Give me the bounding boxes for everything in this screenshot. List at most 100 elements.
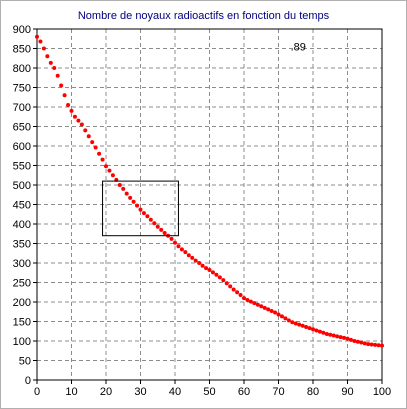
y-tick-label: 900 (13, 24, 31, 36)
data-point (235, 290, 240, 295)
data-point (83, 128, 88, 133)
x-tick-label: 10 (65, 386, 77, 398)
data-point (286, 318, 291, 323)
data-point (328, 332, 333, 337)
y-tick-label: 600 (13, 141, 31, 153)
y-tick-label: 400 (13, 219, 31, 231)
y-tick-label: 0 (25, 375, 31, 387)
data-point (135, 203, 140, 208)
data-point (217, 275, 222, 280)
data-point (314, 328, 319, 333)
y-tick-label: 850 (13, 44, 31, 56)
data-point (307, 326, 312, 331)
data-points (35, 34, 384, 348)
data-point (255, 302, 260, 307)
data-point (221, 278, 226, 283)
data-point (224, 281, 229, 286)
selection-rectangle[interactable] (102, 180, 179, 237)
data-point (207, 268, 212, 273)
data-point (238, 292, 243, 297)
data-point (228, 284, 233, 289)
data-point (355, 339, 360, 344)
data-point (273, 310, 278, 315)
y-tick-label: 150 (13, 317, 31, 329)
x-tick-label: 0 (34, 386, 40, 398)
y-tick-label: 700 (13, 102, 31, 114)
data-point (183, 250, 188, 255)
data-point (90, 140, 95, 145)
data-point (117, 183, 122, 187)
data-point (376, 343, 381, 348)
data-point (62, 93, 67, 98)
data-point (369, 342, 374, 347)
data-point (59, 83, 64, 88)
data-point (293, 321, 298, 326)
x-tick-label: 40 (169, 386, 181, 398)
y-tick-label: 50 (19, 356, 31, 368)
data-point (245, 298, 250, 303)
data-point (304, 324, 309, 329)
data-point (38, 39, 43, 44)
data-point (52, 66, 57, 70)
data-point (362, 341, 367, 346)
data-point (55, 73, 60, 78)
y-tick-label: 650 (13, 122, 31, 134)
x-tick-label: 80 (307, 386, 319, 398)
data-point (35, 34, 39, 39)
data-point (93, 145, 98, 150)
data-point (366, 342, 371, 347)
y-tick-label: 750 (13, 83, 31, 95)
y-tick-label: 100 (13, 336, 31, 348)
data-point (321, 330, 326, 335)
data-point (176, 244, 181, 249)
data-point (190, 255, 195, 260)
data-point (276, 312, 281, 317)
x-tick-label: 100 (373, 386, 391, 398)
data-point (69, 108, 74, 113)
data-point (380, 343, 384, 348)
data-point (248, 299, 253, 304)
data-point (259, 304, 264, 309)
data-point (169, 236, 174, 241)
data-point (141, 211, 146, 216)
x-tick-label: 20 (100, 386, 112, 398)
data-point (266, 307, 271, 312)
x-tick-label: 50 (203, 386, 215, 398)
data-point (214, 272, 219, 277)
data-point (121, 186, 126, 191)
y-tick-label: 550 (13, 161, 31, 173)
data-point (324, 331, 329, 336)
data-point (107, 168, 112, 173)
x-tick-label: 90 (341, 386, 353, 398)
data-point (338, 335, 343, 340)
data-point (193, 258, 198, 263)
data-point (311, 327, 315, 332)
axes: 0 10 20 30 40 50 60 70 80 90 100 0 50 100 150 200 250 300… (13, 24, 392, 398)
data-point (186, 253, 191, 258)
data-point (279, 314, 284, 319)
y-tick-label: 800 (13, 63, 31, 75)
grid-lines (37, 29, 382, 380)
data-point (262, 305, 267, 310)
data-point (200, 263, 205, 268)
data-point (148, 217, 153, 222)
data-point (138, 207, 143, 212)
data-point (300, 323, 305, 328)
data-point (345, 336, 350, 341)
data-point (290, 320, 295, 325)
data-point (348, 337, 353, 342)
data-point (269, 308, 274, 313)
data-point (173, 240, 177, 245)
data-point (110, 173, 115, 178)
data-point (231, 287, 236, 292)
data-point (359, 340, 364, 345)
data-point (210, 270, 215, 275)
data-point (76, 118, 81, 123)
data-point (342, 335, 347, 340)
data-point (162, 230, 167, 235)
data-point (317, 329, 322, 334)
data-point (335, 334, 340, 339)
data-point (373, 342, 378, 347)
y-tick-label: 500 (13, 180, 31, 192)
